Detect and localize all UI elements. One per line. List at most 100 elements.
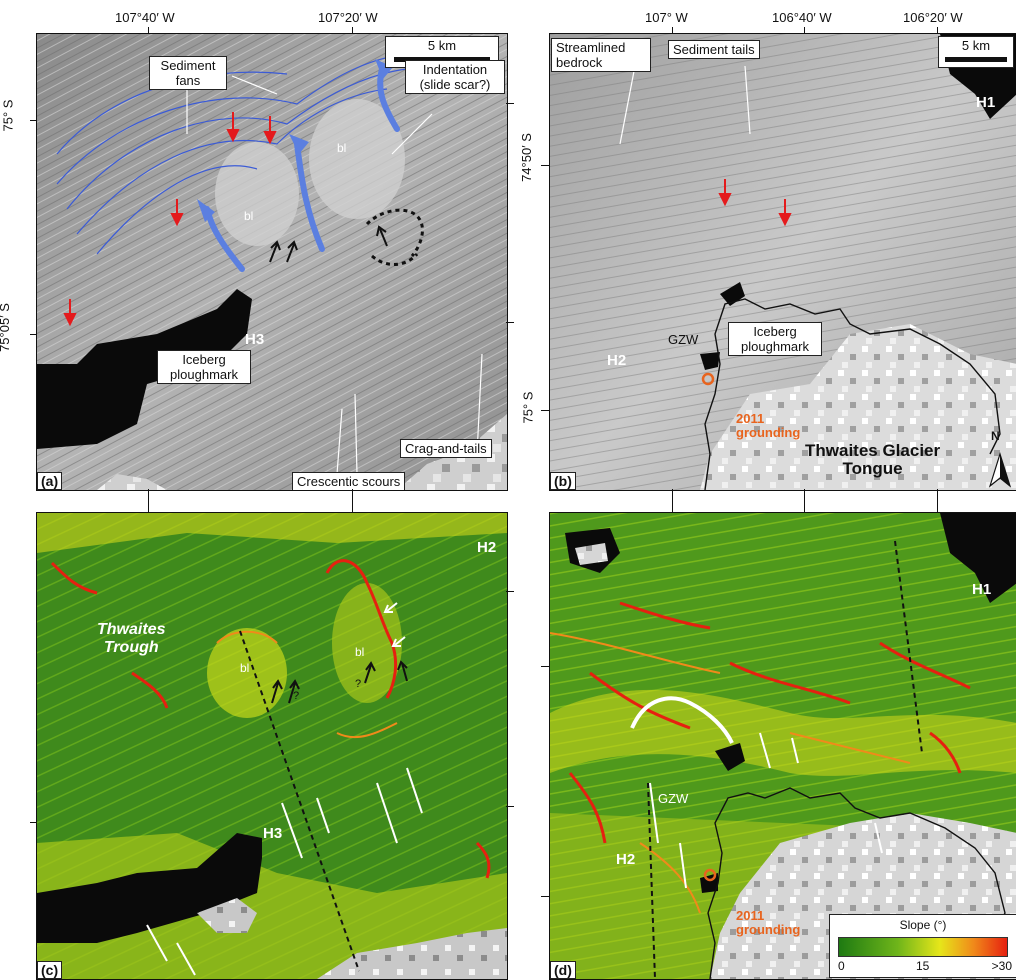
black-grounding-line-b — [704, 298, 1001, 490]
label-sediment-tails: Sediment tails — [668, 40, 760, 59]
lon-label-106-20: 106°20′ W — [903, 10, 963, 25]
label-gzw-b: GZW — [668, 332, 699, 347]
tick-right-d2 — [541, 896, 549, 897]
black-nodata-a — [37, 289, 252, 449]
lon-label-107-40: 107°40′ W — [115, 10, 175, 25]
lat-label-75-05: 75°05′ S — [0, 303, 12, 352]
tick-left-a1 — [30, 120, 36, 121]
tick-top-a1 — [148, 27, 149, 33]
label-sediment-fans: Sediment fans — [149, 56, 227, 90]
nodata-noise-c — [317, 928, 507, 979]
panel-a: 5 km Sediment fans Indentation (slide sc… — [36, 33, 508, 491]
lat-label-75-b: 75° S — [520, 391, 536, 424]
tick-mid-right-2 — [506, 322, 514, 323]
label-h2-d: H2 — [616, 851, 636, 868]
label-q-c2: ? — [355, 678, 362, 690]
red-arrows-a — [63, 112, 277, 327]
label-bl-a1: bl — [244, 209, 254, 223]
tick-right-b1 — [541, 165, 549, 166]
nodata-noise-a — [397, 414, 507, 490]
white-lineations-d — [649, 732, 883, 889]
tick-left-a2 — [30, 334, 36, 335]
label-thwaites-trough: Thwaites Trough — [97, 621, 166, 656]
label-h3-c: H3 — [263, 825, 283, 842]
label-q-c1: ? — [293, 690, 300, 702]
lon-label-107-20: 107°20′ W — [318, 10, 378, 25]
tick-top-b3 — [937, 27, 938, 33]
label-h2-c: H2 — [477, 539, 497, 556]
panel-b-terrain — [550, 34, 1016, 490]
gzw-crest-d — [630, 696, 734, 744]
slope-legend-min: 0 — [838, 959, 845, 973]
black-arrows-c — [271, 660, 408, 704]
slope-legend-mid: 15 — [916, 959, 930, 973]
slope-legend-max: >30 — [991, 959, 1012, 973]
label-bl-a2: bl — [337, 141, 347, 155]
label-grounding-d: 2011 grounding — [736, 908, 801, 937]
panel-tag-a: (a) — [37, 472, 63, 490]
panel-b: 5 km Streamlined bedrock Sediment tails … — [549, 33, 1016, 491]
label-h2-b: H2 — [607, 352, 627, 369]
label-h3-a: H3 — [245, 331, 265, 348]
grounding-point-d — [703, 868, 717, 882]
tick-mid-b2 — [804, 489, 805, 512]
red-arrows-b — [718, 179, 792, 227]
lon-label-107: 107° W — [645, 10, 688, 25]
north-arrow — [988, 451, 1012, 488]
label-streamlined: Streamlined bedrock — [551, 38, 651, 72]
black-arrows-a — [269, 225, 388, 263]
slope-legend: Slope (°) 0 15 >30 — [829, 914, 1016, 978]
bedrock-high-2 — [309, 99, 405, 219]
label-h1-d: H1 — [972, 581, 992, 598]
label-iceberg-b: Iceberg ploughmark — [728, 322, 822, 356]
tick-mid-b1 — [672, 489, 673, 512]
panel-d: H1 H2 GZW 2011 grounding Slope (°) 0 15 … — [549, 512, 1016, 980]
label-north: N — [991, 429, 1000, 443]
scale-bar-b: 5 km — [938, 36, 1014, 68]
panel-tag-d: (d) — [550, 961, 576, 979]
tick-right-d1 — [541, 666, 549, 667]
label-tongue: Thwaites Glacier Tongue — [805, 441, 941, 478]
black-nodata-b3 — [700, 352, 720, 370]
tick-mid-right-1 — [506, 103, 514, 104]
panel-tag-c: (c) — [37, 961, 63, 979]
tick-mid-b3 — [937, 489, 938, 512]
panel-c: Thwaites Trough H2 H3 bl bl ? ? (c) — [36, 512, 508, 980]
black-nodata-d3 — [715, 743, 745, 771]
tick-left-c2 — [30, 822, 36, 823]
black-nodata-d1 — [940, 513, 1016, 603]
label-bl-c2: bl — [355, 645, 365, 659]
tick-top-b2 — [804, 27, 805, 33]
red-ridges-d — [568, 601, 971, 844]
label-crag-tails: Crag-and-tails — [400, 439, 492, 458]
label-bl-c1: bl — [240, 661, 250, 675]
label-indentation: Indentation (slide scar?) — [405, 60, 505, 94]
slide-scar-dashed — [365, 208, 424, 257]
slope-color-ramp — [838, 937, 1008, 957]
black-grounding-line-d — [707, 787, 1006, 979]
lon-label-106-40: 106°40′ W — [772, 10, 832, 25]
label-crescentic: Crescentic scours — [292, 472, 406, 490]
dashed-profile-c — [239, 630, 360, 972]
panel-c-slope — [37, 513, 507, 979]
tongue-noise-b — [700, 324, 1016, 490]
slope-legend-title: Slope (°) — [899, 918, 947, 932]
dashed-profile-d2 — [647, 782, 656, 979]
tick-mid-a2 — [352, 489, 353, 512]
grounding-point-b — [701, 372, 715, 386]
bedrock-high-1 — [215, 142, 299, 246]
panel-a-terrain — [37, 34, 507, 490]
label-iceberg-a: Iceberg ploughmark — [157, 350, 251, 384]
tick-mid-right-3 — [506, 591, 514, 592]
tick-top-a2 — [352, 27, 353, 33]
tick-top-b1 — [672, 27, 673, 33]
label-h1-b: H1 — [976, 94, 996, 111]
white-lineations-c — [146, 767, 423, 976]
black-nodata-c — [37, 833, 262, 943]
tick-mid-right-4 — [506, 806, 514, 807]
panel-tag-b: (b) — [550, 472, 576, 490]
tick-right-b2 — [541, 410, 549, 411]
white-arrows-c — [383, 602, 406, 647]
lat-label-74-50: 74°50′ S — [518, 133, 534, 182]
label-gzw-d: GZW — [658, 791, 689, 806]
